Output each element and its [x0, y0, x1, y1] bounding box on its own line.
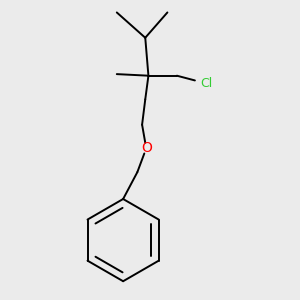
- Text: Cl: Cl: [201, 77, 213, 90]
- Text: O: O: [141, 141, 152, 155]
